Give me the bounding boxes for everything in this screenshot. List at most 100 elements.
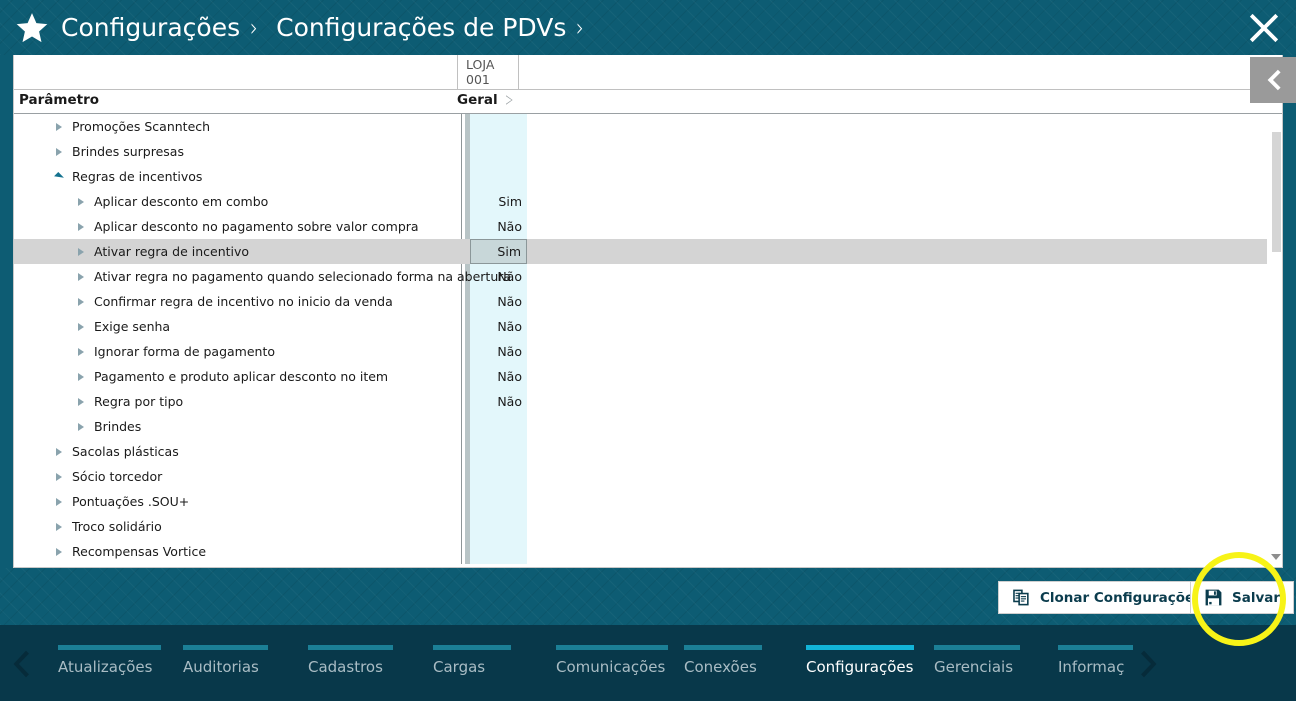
table-row-value[interactable]: Não xyxy=(497,369,522,384)
table-row[interactable]: Troco solidário xyxy=(14,514,1282,539)
nav-tab-cadastros[interactable]: Cadastros xyxy=(308,645,393,676)
table-row-label: Ativar regra de incentivo xyxy=(94,244,250,259)
tree-toggle-collapsed-icon[interactable] xyxy=(74,389,88,414)
tree-toggle-collapsed-icon[interactable] xyxy=(74,264,88,289)
save-button[interactable]: Salvar xyxy=(1190,581,1295,614)
table-row[interactable]: Brindes xyxy=(14,414,1282,439)
action-bar: Clonar Configurações Salvar xyxy=(0,568,1296,625)
table-row-label: Sacolas plásticas xyxy=(72,444,179,459)
nav-tab-informa[interactable]: Informaç xyxy=(1058,645,1133,676)
table-row[interactable]: Aplicar desconto no pagamento sobre valo… xyxy=(14,214,1282,239)
nav-tab-configura-es[interactable]: Configurações xyxy=(806,645,914,676)
nav-tab-indicator xyxy=(58,645,161,650)
nav-tab-label: Configurações xyxy=(806,658,914,676)
table-row-value[interactable]: Não xyxy=(497,269,522,284)
table-row-label: Pontuações .SOU+ xyxy=(72,494,190,509)
column-header-row: Parâmetro Geral xyxy=(14,90,1282,114)
tree-toggle-collapsed-icon[interactable] xyxy=(74,339,88,364)
table-row-value[interactable]: Não xyxy=(497,319,522,334)
copy-icon xyxy=(1013,589,1029,606)
table-row-label: Regras de incentivos xyxy=(72,169,203,184)
table-row[interactable]: Pagamento e produto aplicar desconto no … xyxy=(14,364,1282,389)
nav-tab-cargas[interactable]: Cargas xyxy=(433,645,511,676)
tree-toggle-expanded-icon[interactable] xyxy=(52,164,66,189)
breadcrumb-item-configuracoes-pdvs[interactable]: Configurações de PDVs xyxy=(276,13,567,42)
table-row[interactable]: Ignorar forma de pagamento Não xyxy=(14,339,1282,364)
close-icon[interactable] xyxy=(1246,10,1282,46)
table-row[interactable]: Exige senha Não xyxy=(14,314,1282,339)
table-row[interactable]: Regra por tipo Não xyxy=(14,389,1282,414)
nav-tab-indicator xyxy=(934,645,1020,650)
column-header-geral-label: Geral xyxy=(457,92,498,108)
tree-toggle-collapsed-icon[interactable] xyxy=(74,239,88,264)
column-header-parameter[interactable]: Parâmetro xyxy=(19,92,100,108)
tree-toggle-collapsed-icon[interactable] xyxy=(74,214,88,239)
nav-prev-button[interactable] xyxy=(8,647,34,681)
table-row-label: Sócio torcedor xyxy=(72,469,163,484)
table-row[interactable]: Aplicar desconto em combo Sim xyxy=(14,189,1282,214)
table-row-value[interactable]: Não xyxy=(497,219,522,234)
tree-toggle-collapsed-icon[interactable] xyxy=(52,489,66,514)
clone-settings-button[interactable]: Clonar Configurações xyxy=(998,581,1217,614)
table-row-label: Exige senha xyxy=(94,319,171,334)
parameter-column-divider xyxy=(461,114,462,564)
table-row[interactable]: Brindes surpresas xyxy=(14,139,1282,164)
table-row[interactable]: Sacolas plásticas xyxy=(14,439,1282,464)
table-row[interactable]: Ativar regra de incentivo Sim xyxy=(14,239,1282,264)
table-row[interactable]: Ativar regra no pagamento quando selecio… xyxy=(14,264,1282,289)
tree-toggle-collapsed-icon[interactable] xyxy=(52,139,66,164)
nav-tab-conex-es[interactable]: Conexões xyxy=(684,645,762,676)
table-row-label: Aplicar desconto em combo xyxy=(94,194,269,209)
column-header-geral[interactable]: Geral xyxy=(457,92,513,108)
triangle-right-icon xyxy=(56,147,62,156)
nav-tab-indicator xyxy=(183,645,268,650)
triangle-right-icon xyxy=(78,347,84,356)
tree-rows: Promoções Scanntech Brindes surpresas Regr… xyxy=(14,114,1282,564)
vertical-scrollbar[interactable] xyxy=(1267,114,1282,564)
tree-toggle-collapsed-icon[interactable] xyxy=(52,114,66,139)
nav-tab-gerenciais[interactable]: Gerenciais xyxy=(934,645,1020,676)
table-row-value[interactable]: Não xyxy=(497,394,522,409)
chevron-down-icon[interactable] xyxy=(1271,554,1281,560)
nav-tab-indicator xyxy=(556,645,668,650)
table-row-value[interactable]: Não xyxy=(497,294,522,309)
table-row-value[interactable]: Sim xyxy=(498,194,522,209)
parameter-tree[interactable]: Promoções Scanntech Brindes surpresas Regr… xyxy=(14,114,1282,564)
table-row[interactable]: Regras de incentivos xyxy=(14,164,1282,189)
nav-tab-indicator xyxy=(308,645,393,650)
tree-toggle-collapsed-icon[interactable] xyxy=(74,314,88,339)
table-row-value[interactable]: Não xyxy=(497,344,522,359)
table-row-label: Recompensas Vortice xyxy=(72,544,207,559)
table-row[interactable]: Confirmar regra de incentivo no inicio d… xyxy=(14,289,1282,314)
scrollbar-thumb[interactable] xyxy=(1272,132,1281,252)
nav-tab-auditorias[interactable]: Auditorias xyxy=(183,645,268,676)
chevron-left-icon xyxy=(13,650,29,678)
tree-toggle-collapsed-icon[interactable] xyxy=(52,514,66,539)
nav-tab-label: Conexões xyxy=(684,658,757,676)
tree-toggle-collapsed-icon[interactable] xyxy=(52,464,66,489)
table-row-value[interactable]: Sim xyxy=(470,239,527,264)
breadcrumb-separator: › xyxy=(250,13,259,42)
triangle-right-icon xyxy=(56,547,62,556)
triangle-right-icon xyxy=(78,372,84,381)
table-row[interactable]: Recompensas Vortice xyxy=(14,539,1282,564)
tree-toggle-collapsed-icon[interactable] xyxy=(74,289,88,314)
table-row[interactable]: Sócio torcedor xyxy=(14,464,1282,489)
table-row[interactable]: Pontuações .SOU+ xyxy=(14,489,1282,514)
nav-tab-label: Gerenciais xyxy=(934,658,1014,676)
tree-toggle-collapsed-icon[interactable] xyxy=(74,414,88,439)
store-column-header[interactable]: LOJA 001 xyxy=(457,55,519,89)
table-row[interactable]: Promoções Scanntech xyxy=(14,114,1282,139)
breadcrumb-item-configuracoes[interactable]: Configurações xyxy=(61,13,241,42)
app-header: Configurações › Configurações de PDVs › xyxy=(0,0,1296,55)
nav-next-button[interactable] xyxy=(1136,647,1162,681)
tree-toggle-collapsed-icon[interactable] xyxy=(74,364,88,389)
nav-tab-comunica-es[interactable]: Comunicações xyxy=(556,645,668,676)
panel-collapse-handle[interactable] xyxy=(1250,57,1296,103)
tree-toggle-collapsed-icon[interactable] xyxy=(52,539,66,564)
tree-toggle-collapsed-icon[interactable] xyxy=(74,189,88,214)
nav-tab-atualiza-es[interactable]: Atualizações xyxy=(58,645,161,676)
nav-tab-label: Informaç xyxy=(1058,658,1125,676)
chevron-right-icon[interactable] xyxy=(505,95,513,105)
tree-toggle-collapsed-icon[interactable] xyxy=(52,439,66,464)
